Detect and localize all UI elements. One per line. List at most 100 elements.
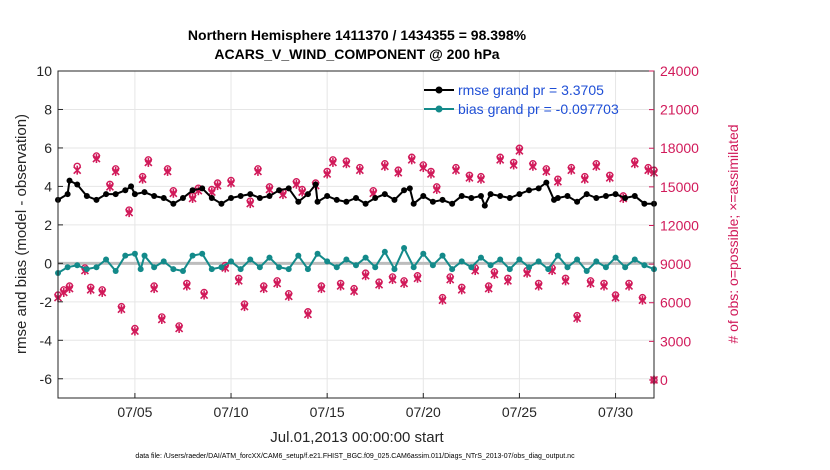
- obs-assimilated-marker: [399, 278, 409, 288]
- rmse-marker: [554, 194, 561, 201]
- rmse-marker: [237, 193, 244, 200]
- rmse-marker: [256, 194, 263, 201]
- obs-assimilated-marker: [292, 179, 301, 189]
- obs-assimilated-marker: [446, 275, 455, 285]
- bias-marker: [401, 244, 408, 251]
- bias-marker: [564, 264, 571, 271]
- y-left-tick-label: 6: [44, 140, 52, 156]
- obs-assimilated-marker: [380, 161, 389, 171]
- obs-assimilated-marker: [503, 276, 512, 286]
- rmse-marker: [391, 196, 398, 203]
- y-right-tick-label: 6000: [660, 295, 691, 311]
- bias-marker: [554, 252, 561, 259]
- obs-assimilated-marker: [182, 281, 191, 291]
- rmse-marker: [574, 198, 581, 205]
- rmse-marker: [74, 181, 81, 188]
- obs-assimilated-marker: [407, 155, 416, 165]
- obs-assimilated-marker: [542, 166, 551, 176]
- rmse-marker: [295, 198, 302, 205]
- obs-assimilated-marker: [234, 276, 243, 286]
- rmse-marker: [285, 185, 292, 192]
- bias-marker: [477, 254, 484, 261]
- bias-line: [57, 245, 655, 274]
- obs-assimilated-marker: [644, 165, 653, 175]
- obs-assimilated-marker: [105, 182, 114, 192]
- rmse-marker: [487, 191, 494, 198]
- x-tick-label: 07/10: [214, 404, 249, 420]
- rmse-marker: [247, 191, 254, 198]
- rmse-series: [55, 177, 657, 209]
- obs-assimilated-marker: [163, 166, 172, 176]
- rmse-marker: [83, 193, 90, 200]
- data-file-footnote: data file: /Users/raeder/DAI/ATM_forcXX/…: [135, 453, 575, 460]
- obs-assimilated-marker: [361, 271, 370, 281]
- rmse-marker: [218, 200, 225, 207]
- obs-assimilated-marker: [355, 165, 364, 175]
- obs-assimilated-marker: [388, 275, 397, 285]
- bias-marker: [83, 266, 90, 273]
- obs-assimilated-marker: [169, 188, 178, 198]
- obs-assimilated-marker: [553, 177, 562, 187]
- bias-marker: [497, 256, 504, 263]
- x-tick-label: 07/25: [502, 404, 537, 420]
- rmse-marker: [266, 193, 273, 200]
- obs-assimilated-marker: [561, 276, 570, 286]
- bias-marker: [276, 264, 283, 271]
- legend: rmse grand pr = 3.3705 bias grand pr = -…: [424, 82, 619, 117]
- obs-assimilated-marker: [611, 293, 620, 303]
- obs-assimilated-marker: [567, 165, 576, 175]
- y-right-tick-label: 12000: [660, 217, 699, 233]
- y-left-axis-ticks: -6 -4 -2 0 2 4 6 8 10: [36, 63, 63, 387]
- bias-marker: [304, 266, 311, 273]
- rmse-marker: [170, 200, 177, 207]
- bias-marker: [429, 262, 436, 269]
- bias-marker: [602, 264, 609, 271]
- obs-assimilated-marker: [59, 287, 68, 297]
- bias-marker: [266, 254, 273, 261]
- bias-marker: [179, 268, 186, 275]
- obs-assimilated-marker: [573, 313, 582, 323]
- x-axis-label: Jul.01,2013 00:00:00 start: [270, 429, 444, 446]
- rmse-marker: [406, 185, 413, 192]
- bias-marker: [122, 252, 129, 259]
- y-right-tick-label: 24000: [660, 63, 699, 79]
- obs-assimilated-marker: [336, 281, 345, 291]
- bias-marker: [285, 266, 292, 273]
- obs-assimilated-marker: [246, 199, 255, 209]
- obs-assimilated-marker: [259, 284, 268, 294]
- rmse-marker: [131, 191, 138, 198]
- rmse-marker: [622, 194, 629, 201]
- rmse-marker: [593, 194, 600, 201]
- obs-assimilated-marker: [130, 326, 139, 336]
- rmse-marker: [439, 196, 446, 203]
- bias-marker: [516, 256, 523, 263]
- obs-assimilated-marker: [638, 295, 647, 305]
- bias-marker: [324, 258, 331, 265]
- y-left-tick-label: -4: [40, 332, 53, 348]
- bias-marker: [468, 264, 475, 271]
- obs-assimilated-marker: [150, 284, 159, 294]
- rmse-marker: [641, 200, 648, 207]
- rmse-marker: [333, 196, 340, 203]
- obs-assimilated-marker: [303, 309, 313, 319]
- obs-assimilated-marker: [253, 166, 263, 176]
- obs-assimilated-marker: [240, 302, 249, 312]
- bias-marker: [353, 262, 359, 269]
- obs-assimilated-marker: [515, 146, 524, 156]
- obs-assimilated-marker: [580, 174, 589, 184]
- obs-assimilated-marker: [111, 166, 120, 176]
- bias-marker: [574, 256, 581, 263]
- bias-marker: [487, 262, 494, 269]
- bias-marker: [362, 254, 369, 261]
- bias-marker: [535, 258, 542, 265]
- rmse-marker: [304, 191, 311, 198]
- obs-assimilated-marker: [175, 323, 184, 333]
- rmse-marker: [112, 191, 119, 198]
- rmse-marker: [583, 191, 590, 198]
- bias-marker: [372, 264, 379, 271]
- rmse-marker: [343, 198, 350, 205]
- bias-marker: [391, 266, 398, 273]
- bias-marker: [449, 266, 456, 273]
- rmse-marker: [458, 193, 465, 200]
